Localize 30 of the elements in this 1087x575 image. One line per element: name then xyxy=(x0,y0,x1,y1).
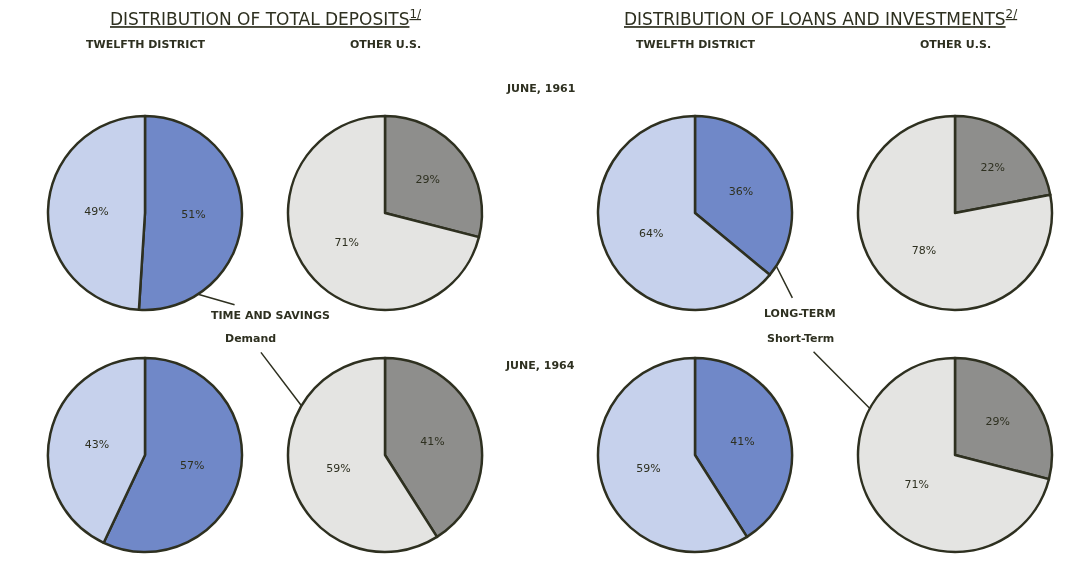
text: JUNE, 1964 xyxy=(505,359,575,372)
data-label: 64% xyxy=(638,227,664,241)
slice-label: TIME AND SAVINGS xyxy=(211,309,331,322)
data-label: 49% xyxy=(84,204,109,218)
pie-slice xyxy=(856,114,1054,312)
data-label: 78% xyxy=(911,243,937,257)
text: DISTRIBUTION OF LOANS AND INVESTMENTS$^{2/}$ xyxy=(624,7,1018,30)
data-label: 51% xyxy=(181,208,206,222)
slice-label: Demand xyxy=(225,332,277,345)
data-label: 22% xyxy=(980,160,1005,174)
slice-label: LONG-TERM xyxy=(764,307,836,320)
data-label: 29% xyxy=(985,415,1011,429)
pie-slice xyxy=(286,114,481,312)
data-label: 57% xyxy=(180,459,205,473)
chart-title: TWELFTH DISTRICT xyxy=(86,38,206,51)
chart-title: OTHER U.S. xyxy=(920,38,992,51)
data-label: 36% xyxy=(728,184,754,198)
data-label: 59% xyxy=(636,462,661,476)
text: DISTRIBUTION OF TOTAL DEPOSITS$^{1/}$ xyxy=(110,7,422,30)
data-label: 71% xyxy=(904,478,929,492)
text: JUNE, 1961 xyxy=(506,82,576,95)
slice-label: Short-Term xyxy=(767,332,835,345)
data-label: 41% xyxy=(420,434,445,448)
data-label: 59% xyxy=(326,462,351,476)
data-label: 29% xyxy=(415,173,441,187)
data-label: 43% xyxy=(84,437,110,451)
data-label: 41% xyxy=(730,434,755,448)
chart-title: OTHER U.S. xyxy=(350,38,422,51)
chart-title: TWELFTH DISTRICT xyxy=(636,38,756,51)
data-label: 71% xyxy=(334,236,359,250)
